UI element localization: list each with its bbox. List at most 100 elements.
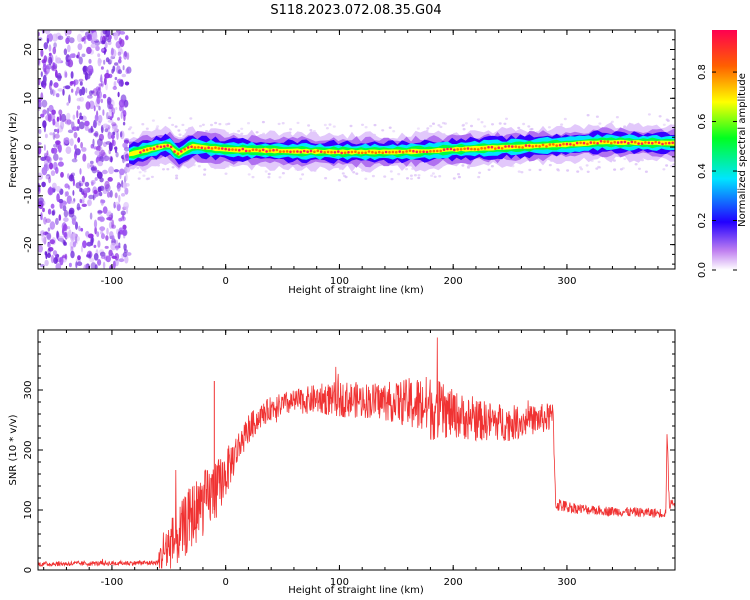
- scatter-blob: [323, 123, 327, 127]
- scatter-blob: [361, 123, 364, 127]
- noise-blob: [125, 173, 128, 182]
- noise-blob: [43, 42, 48, 50]
- spectrogram-ytick-label: -20: [23, 236, 34, 252]
- snr-ytick-label: 200: [23, 440, 34, 459]
- ridge-peak: [504, 145, 507, 148]
- noise-blob: [100, 149, 105, 157]
- ridge-peak: [282, 150, 286, 153]
- ridge-peak: [302, 149, 306, 153]
- noise-blob: [122, 224, 127, 230]
- noise-blob: [48, 162, 54, 170]
- scatter-blob: [371, 174, 375, 178]
- scatter-blob: [307, 124, 311, 127]
- noise-blob: [97, 53, 101, 58]
- scatter-blob: [623, 125, 627, 128]
- noise-blob: [78, 56, 83, 65]
- ridge-peak: [261, 148, 265, 152]
- noise-blob: [77, 118, 80, 125]
- scatter-blob: [166, 168, 170, 171]
- noise-blob: [47, 113, 52, 123]
- scatter-blob: [522, 122, 526, 126]
- ridge-peak: [616, 141, 620, 144]
- ridge-peak: [313, 150, 316, 154]
- noise-blob: [59, 256, 64, 266]
- ridge-peak: [186, 146, 190, 149]
- noise-blob: [51, 64, 57, 72]
- noise-blob: [77, 43, 83, 51]
- ridge-peak: [541, 143, 545, 147]
- noise-blob: [114, 192, 118, 199]
- spectrogram-xtick-label: 100: [330, 276, 349, 287]
- ridge-peak: [285, 150, 289, 153]
- noise-blob: [114, 252, 120, 261]
- ridge-peak: [463, 147, 466, 151]
- noise-blob: [104, 35, 107, 42]
- scatter-blob: [150, 175, 154, 179]
- noise-blob: [67, 129, 74, 134]
- noise-blob: [71, 218, 76, 225]
- noise-blob: [93, 244, 97, 248]
- noise-blob: [40, 217, 44, 221]
- scatter-blob: [405, 167, 409, 171]
- ridge-peak: [514, 145, 518, 148]
- noise-blob: [49, 80, 53, 86]
- scatter-blob: [505, 117, 508, 121]
- noise-blob: [114, 76, 118, 81]
- scatter-blob: [457, 175, 461, 179]
- ridge-peak: [517, 145, 521, 149]
- scatter-blob: [392, 130, 396, 133]
- scatter-blob: [278, 176, 282, 179]
- scatter-blob: [224, 172, 228, 175]
- scatter-blob: [409, 174, 413, 177]
- noise-blob: [48, 176, 52, 184]
- noise-blob: [93, 146, 98, 150]
- ridge-peak: [630, 140, 634, 144]
- noise-blob: [44, 65, 50, 75]
- noise-blob: [70, 250, 75, 259]
- scatter-blob: [566, 169, 570, 172]
- ridge-peak: [330, 150, 333, 154]
- noise-blob: [88, 90, 94, 96]
- ridge-peak: [562, 142, 565, 146]
- ridge-peak: [586, 142, 589, 146]
- ridge-peak: [296, 150, 299, 153]
- scatter-blob: [175, 177, 179, 180]
- noise-blob: [106, 227, 109, 235]
- scatter-blob: [136, 166, 140, 170]
- noise-blob: [126, 252, 132, 256]
- scatter-blob: [478, 171, 482, 174]
- noise-blob: [73, 80, 76, 87]
- ridge-peak: [425, 150, 429, 154]
- noise-blob: [51, 147, 58, 154]
- noise-blob: [63, 240, 66, 246]
- noise-blob: [51, 109, 56, 115]
- scatter-blob: [309, 129, 313, 132]
- scatter-blob: [178, 133, 182, 136]
- scatter-blob: [578, 166, 582, 169]
- noise-blob: [109, 231, 114, 238]
- noise-blob: [93, 189, 98, 195]
- noise-blob: [50, 170, 56, 177]
- ridge-peak: [139, 151, 142, 154]
- noise-blob: [90, 237, 93, 246]
- noise-blob: [119, 105, 123, 112]
- noise-blob: [64, 30, 68, 37]
- noise-blob: [58, 198, 64, 204]
- noise-blob: [38, 197, 44, 205]
- noise-blob: [118, 58, 122, 64]
- scatter-blob: [131, 131, 135, 135]
- ridge-peak: [538, 145, 541, 148]
- noise-blob: [63, 232, 67, 238]
- noise-blob: [111, 107, 116, 115]
- noise-blob: [93, 105, 96, 112]
- scatter-blob: [142, 174, 146, 177]
- noise-blob: [93, 252, 99, 261]
- noise-blob: [86, 254, 91, 258]
- noise-blob: [94, 114, 99, 122]
- ridge-peak: [459, 148, 463, 151]
- scatter-blob: [343, 174, 346, 178]
- noise-blob: [91, 32, 98, 42]
- spectrogram-xtick-label: 200: [444, 276, 463, 287]
- noise-blob: [63, 70, 68, 78]
